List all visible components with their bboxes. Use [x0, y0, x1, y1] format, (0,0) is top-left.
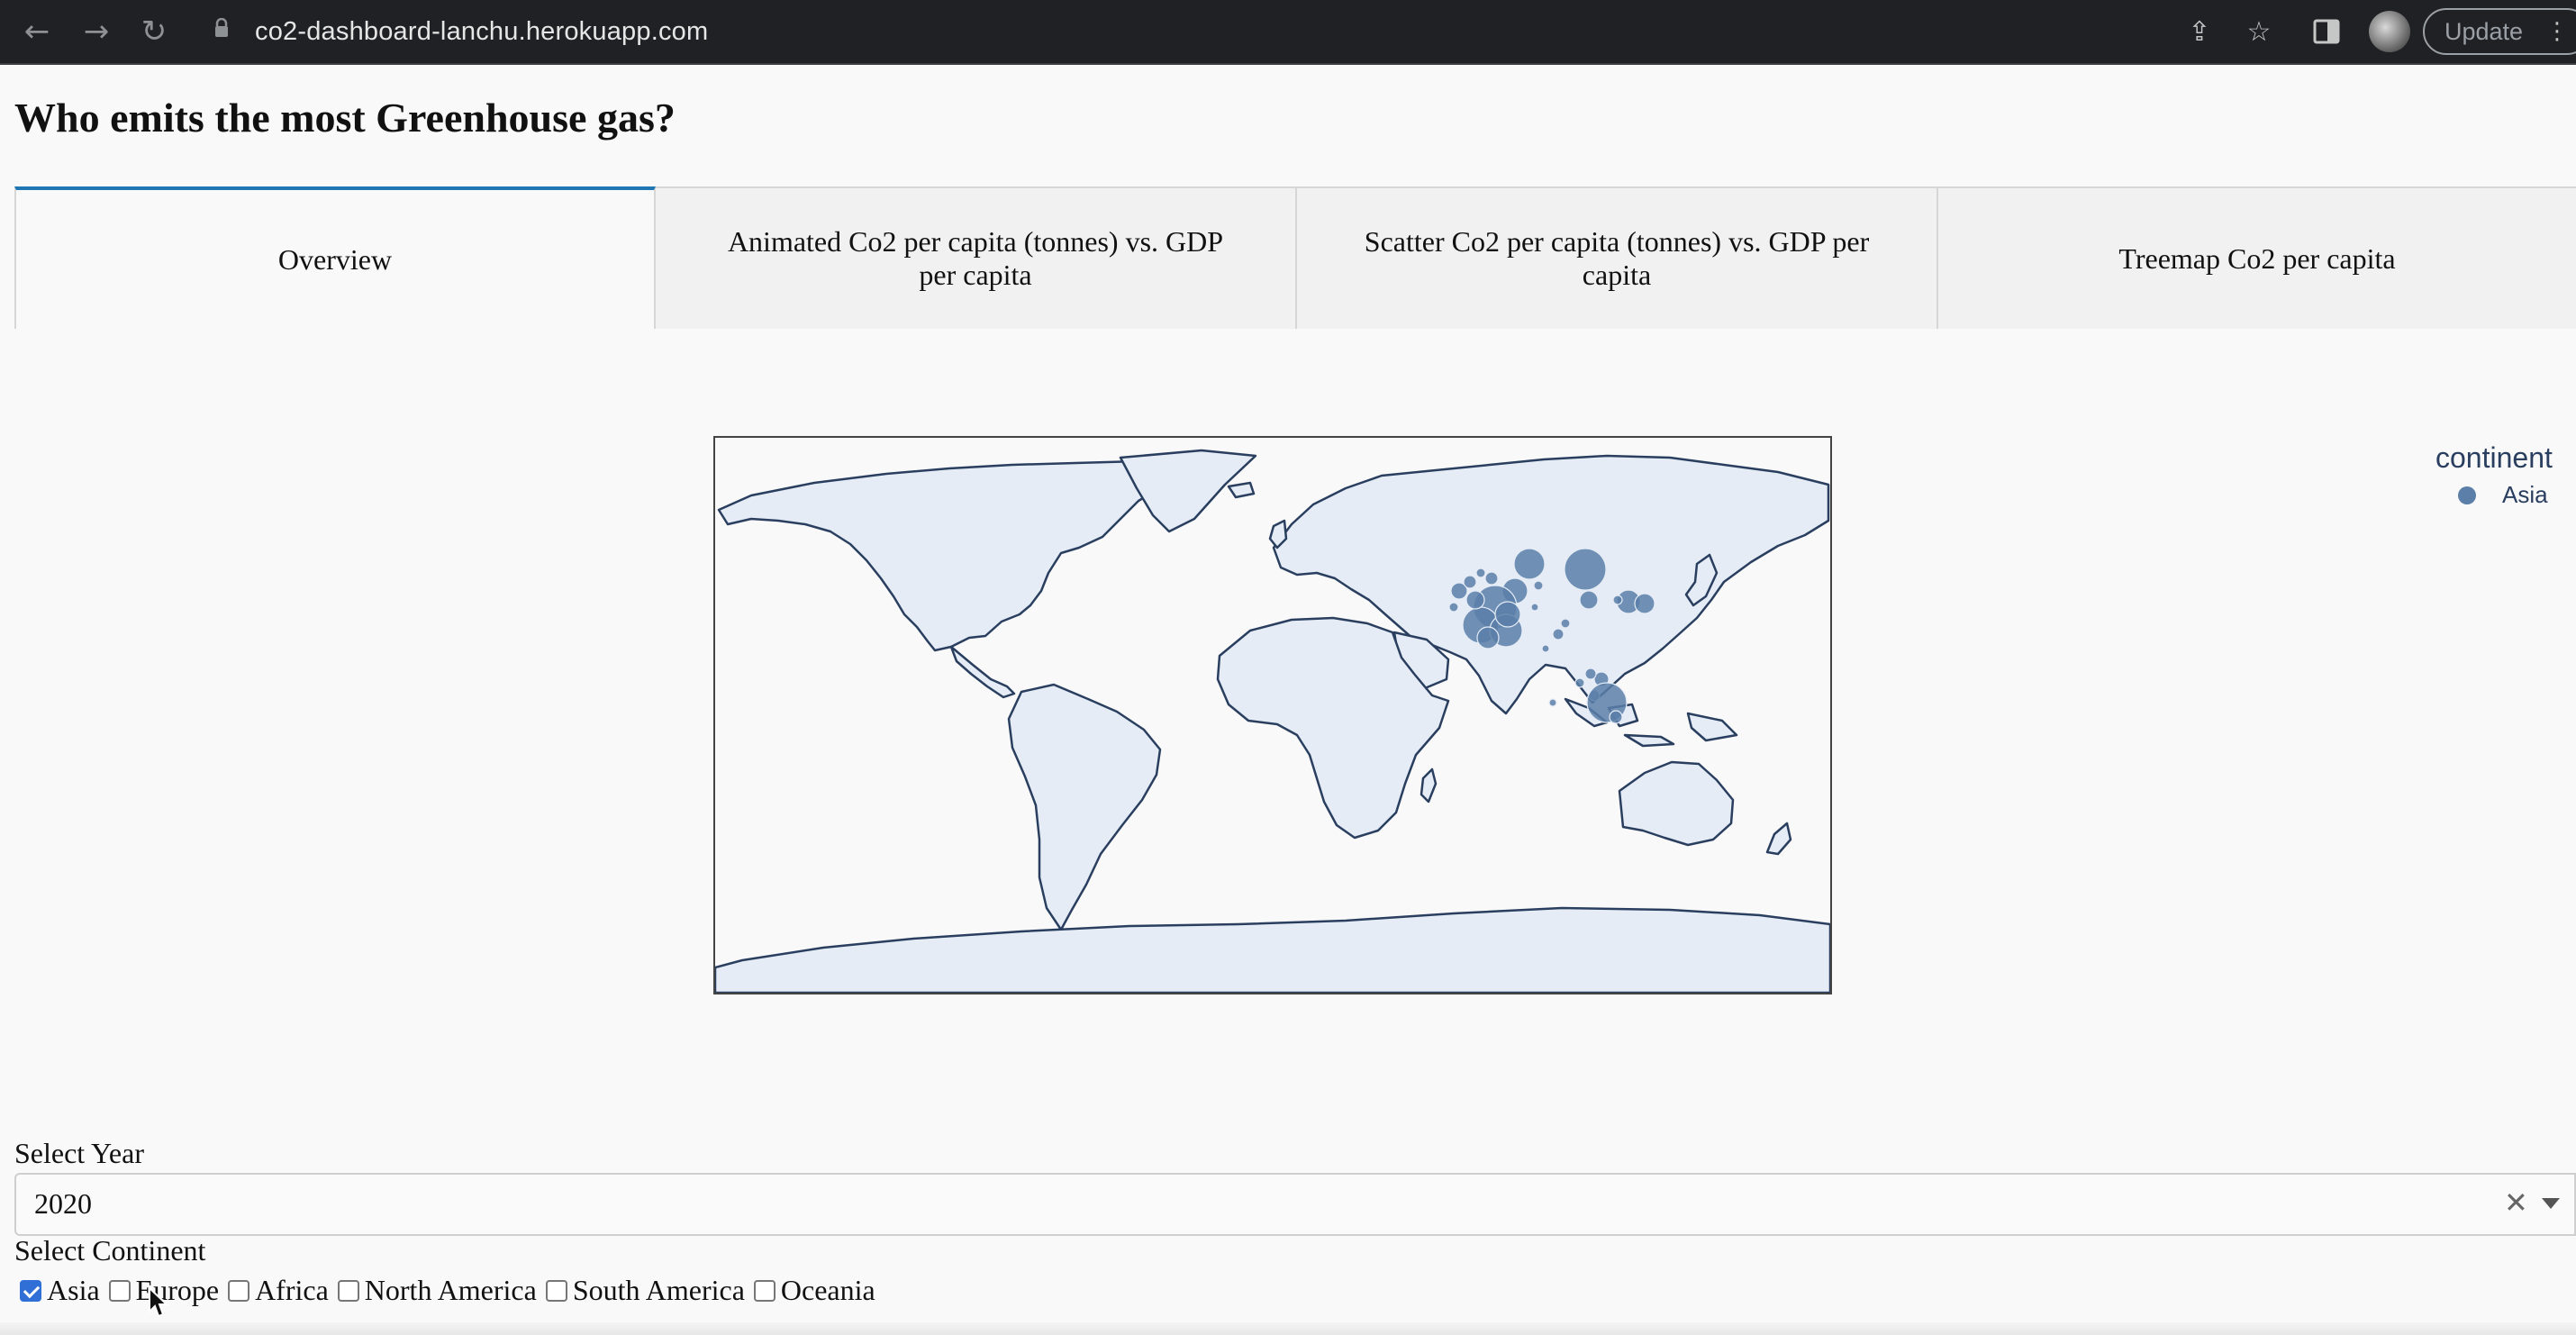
- tab-label: Scatter Co2 per capita (tonnes) vs. GDP …: [1364, 225, 1870, 291]
- legend-asia-dot[interactable]: [2458, 486, 2476, 504]
- bubble-turkey[interactable]: [1465, 590, 1485, 610]
- bubble-syria[interactable]: [1450, 582, 1468, 600]
- chevron-down-icon[interactable]: [2542, 1198, 2560, 1209]
- checkbox-label-north-america[interactable]: North America: [364, 1274, 537, 1306]
- select-continent-label: Select Continent: [14, 1234, 206, 1267]
- continent-checklist: Asia Europe Africa North America South A…: [20, 1274, 884, 1307]
- checkbox-south-america[interactable]: [545, 1279, 567, 1302]
- bubble-north-korea[interactable]: [1612, 595, 1623, 605]
- bubble-india[interactable]: [1552, 628, 1565, 640]
- world-map[interactable]: [713, 436, 1832, 994]
- japan: [1684, 553, 1719, 607]
- bubble-thailand[interactable]: [1574, 677, 1585, 688]
- bubble-sri-lanka[interactable]: [1541, 644, 1550, 653]
- australia: [1618, 760, 1735, 847]
- iceland: [1227, 481, 1256, 499]
- bubble-china[interactable]: [1564, 548, 1607, 591]
- mouse-cursor-icon: [149, 1286, 169, 1318]
- tab-animated-co2[interactable]: Animated Co2 per capita (tonnes) vs. GDP…: [656, 188, 1297, 329]
- page-title: Who emits the most Greenhouse gas?: [14, 95, 676, 141]
- forward-icon[interactable]: →: [83, 14, 110, 50]
- lock-icon: [215, 18, 228, 37]
- bubble-afghanistan[interactable]: [1530, 603, 1539, 612]
- tab-label: Overview: [277, 242, 393, 276]
- antarctica: [715, 906, 1830, 993]
- menu-dots-icon[interactable]: ⋮: [2545, 18, 2569, 45]
- checkbox-label-south-america[interactable]: South America: [572, 1274, 745, 1306]
- tab-label: Animated Co2 per capita (tonnes) vs. GDP…: [727, 225, 1224, 291]
- address-bar[interactable]: co2-dashboard-lanchu.herokuapp.com: [255, 17, 709, 46]
- co2-bubbles[interactable]: [1448, 548, 1655, 724]
- tab-label: Treemap Co2 per capita: [2118, 241, 2396, 275]
- uk-ireland: [1268, 519, 1288, 549]
- bubble-kyrgyzstan[interactable]: [1533, 580, 1544, 591]
- checkbox-europe[interactable]: [108, 1279, 131, 1302]
- bubble-kazakhstan[interactable]: [1513, 548, 1546, 580]
- reload-icon[interactable]: ↻: [141, 14, 168, 50]
- year-value: 2020: [34, 1187, 92, 1220]
- bubble-azerbaijan[interactable]: [1484, 571, 1499, 586]
- bubble-maldives[interactable]: [1548, 698, 1557, 707]
- africa: [1216, 616, 1450, 840]
- bubble-nepal[interactable]: [1560, 618, 1571, 629]
- checkbox-label-asia[interactable]: Asia: [47, 1274, 100, 1306]
- checkbox-label-africa[interactable]: Africa: [255, 1274, 329, 1306]
- checkbox-asia[interactable]: [20, 1279, 41, 1302]
- tab-treemap-co2[interactable]: Treemap Co2 per capita: [1938, 188, 2576, 329]
- north-america: [717, 459, 1185, 652]
- select-year-label: Select Year: [14, 1137, 144, 1169]
- legend-title: continent: [2435, 441, 2553, 474]
- bubble-malaysia[interactable]: [1609, 710, 1623, 724]
- bubble-lebanon[interactable]: [1448, 602, 1459, 613]
- profile-avatar[interactable]: [2369, 11, 2410, 52]
- checkbox-africa[interactable]: [228, 1279, 250, 1302]
- tab-bar: Overview Animated Co2 per capita (tonnes…: [14, 186, 2576, 329]
- bookmark-star-icon[interactable]: ☆: [2246, 16, 2272, 48]
- bubble-armenia[interactable]: [1475, 568, 1486, 578]
- checkbox-oceania[interactable]: [753, 1279, 776, 1302]
- madagascar: [1420, 767, 1438, 804]
- land-shapes: [715, 449, 1830, 993]
- legend-asia-label[interactable]: Asia: [2502, 481, 2548, 508]
- bottom-shadow: [0, 1322, 2576, 1335]
- year-dropdown[interactable]: 2020 ✕: [14, 1173, 2576, 1236]
- bubble-kuwait[interactable]: [1494, 601, 1521, 628]
- bubble-japan[interactable]: [1634, 593, 1655, 614]
- central-america: [949, 645, 1016, 699]
- tab-overview[interactable]: Overview: [14, 186, 656, 329]
- new-guinea: [1686, 712, 1738, 742]
- bubble-georgia[interactable]: [1463, 575, 1477, 589]
- back-icon[interactable]: ←: [23, 14, 50, 50]
- clear-icon[interactable]: ✕: [2504, 1185, 2528, 1220]
- java: [1623, 733, 1675, 748]
- south-america: [1007, 683, 1162, 931]
- browser-toolbar: ← → ↻ co2-dashboard-lanchu.herokuapp.com…: [0, 0, 2576, 65]
- bubble-china-south[interactable]: [1579, 590, 1599, 610]
- bubble-saudi[interactable]: [1476, 626, 1500, 649]
- checkbox-label-oceania[interactable]: Oceania: [780, 1274, 875, 1306]
- checkbox-north-america[interactable]: [337, 1279, 359, 1302]
- new-zealand: [1765, 822, 1792, 856]
- tab-scatter-co2[interactable]: Scatter Co2 per capita (tonnes) vs. GDP …: [1297, 188, 1938, 329]
- greenland: [1119, 449, 1257, 533]
- bubble-laos[interactable]: [1584, 668, 1597, 680]
- world-map-svg[interactable]: [715, 438, 1830, 993]
- update-button[interactable]: Update: [2423, 8, 2576, 55]
- eurasia: [1272, 454, 1830, 715]
- share-icon[interactable]: ⇪: [2188, 16, 2211, 48]
- side-panel-icon[interactable]: [2313, 18, 2340, 45]
